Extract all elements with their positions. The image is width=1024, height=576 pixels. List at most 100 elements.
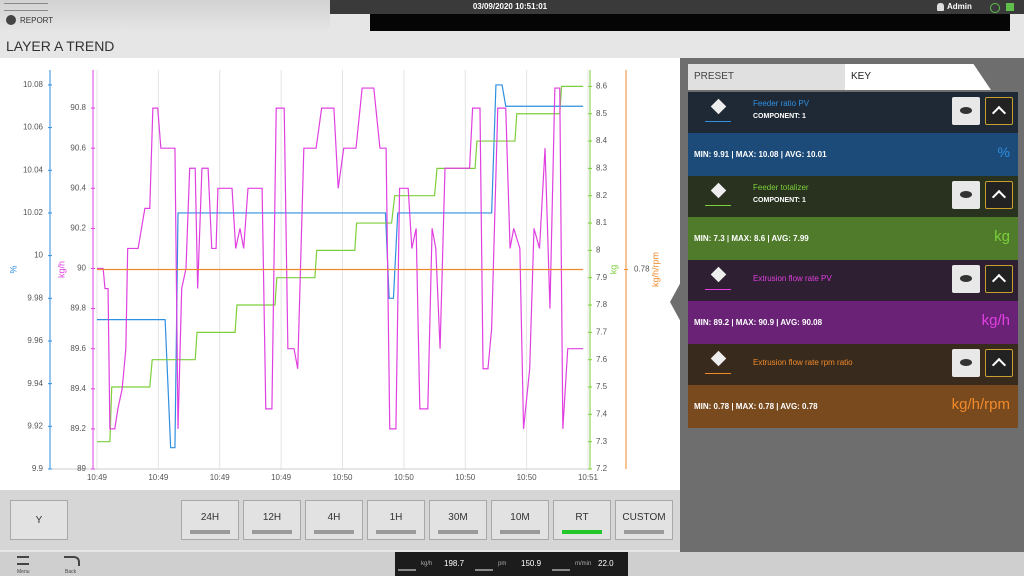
series-name: Extrusion flow rate rpm ratio — [753, 358, 853, 367]
x-tick-label: 10:50 — [332, 473, 353, 482]
y-tick-label: 90.4 — [70, 183, 86, 192]
label: 30M — [448, 512, 468, 523]
user-icon — [937, 3, 944, 11]
series-swatch — [705, 121, 731, 122]
chevron — [991, 105, 1007, 121]
x-tick-label: 10:49 — [271, 473, 292, 482]
series-name: Extrusion flow rate PV — [753, 274, 832, 283]
stats: MIN: 7.3 | MAX: 8.6 | AVG: 7.99 — [694, 234, 809, 243]
collapse-button[interactable] — [985, 181, 1013, 209]
y-tick-label: 89.8 — [70, 304, 86, 313]
unit: kg/h — [981, 312, 1010, 329]
stats: MIN: 89.2 | MAX: 90.9 | AVG: 90.08 — [694, 318, 823, 327]
y-tick-label: 9.98 — [27, 293, 43, 302]
collapse-button[interactable] — [985, 265, 1013, 293]
label: 1H — [389, 512, 403, 523]
label: RT — [575, 512, 589, 523]
tab-preset[interactable]: PRESET — [688, 64, 845, 90]
stats: MIN: 0.78 | MAX: 0.78 | AVG: 0.78 — [694, 402, 818, 411]
status-value: 198.7 — [444, 559, 465, 568]
indicator — [190, 530, 230, 534]
range-button[interactable]: 1H — [367, 500, 425, 540]
y-axis-title: % — [8, 265, 18, 273]
x-tick-label: 10:50 — [455, 473, 476, 482]
panel-handle[interactable] — [670, 280, 682, 324]
key-header: Feeder ratio PV COMPONENT: 1 — [688, 92, 1018, 133]
y-tick-label: 0.78 — [634, 265, 650, 274]
collapse-button[interactable] — [985, 97, 1013, 125]
y-tick-label: 7.5 — [596, 382, 608, 391]
key-stats: MIN: 9.91 | MAX: 10.08 | AVG: 10.01% — [688, 133, 1018, 176]
series-swatch — [705, 205, 731, 206]
indicator — [252, 530, 292, 534]
y-tick-label: 10.02 — [23, 208, 44, 217]
component: COMPONENT: 1 — [753, 113, 806, 120]
status-icon — [475, 557, 493, 571]
status-icon — [552, 557, 570, 571]
range-button[interactable]: 10M — [491, 500, 549, 540]
back-label: Back — [65, 569, 77, 575]
x-tick-label: 10:50 — [394, 473, 415, 482]
eye-icon — [960, 191, 972, 198]
series-name: Feeder ratio PV — [753, 99, 810, 108]
y-tick-label: 9.94 — [27, 379, 43, 388]
y-tick-label: 8.5 — [596, 109, 608, 118]
back-icon[interactable] — [64, 556, 80, 566]
eye-button[interactable] — [952, 349, 980, 377]
range-button[interactable]: RT — [553, 500, 611, 540]
y-tick-label: 9.9 — [32, 464, 44, 473]
range-button[interactable]: 12H — [243, 500, 301, 540]
range-button[interactable]: 30M — [429, 500, 487, 540]
eye-icon — [960, 275, 972, 282]
y-tick-label: 10 — [34, 251, 43, 260]
x-tick-label: 10:49 — [87, 473, 108, 482]
axis-button[interactable]: Y — [10, 500, 68, 540]
eye-button[interactable] — [952, 181, 980, 209]
y-tick-label: 90 — [77, 264, 86, 273]
y-tick-label: 9.96 — [27, 336, 43, 345]
unit: kg — [994, 228, 1010, 245]
label: 24H — [200, 512, 220, 523]
chart-panel — [0, 58, 680, 490]
y-tick-label: 7.4 — [596, 409, 608, 418]
menu-icon[interactable] — [17, 556, 29, 565]
chevron — [991, 357, 1007, 373]
top-left-bar — [0, 0, 330, 30]
tab-key[interactable]: KEY — [845, 64, 991, 90]
top-bar — [330, 0, 1024, 14]
label: 4H — [327, 512, 341, 523]
y-tick-label: 8.6 — [596, 82, 608, 91]
y-tick-label: 89.4 — [70, 384, 86, 393]
key-card: Feeder totalizer COMPONENT: 1 MIN: 7.3 | M… — [688, 176, 1018, 260]
range-button[interactable]: 24H — [181, 500, 239, 540]
y-tick-label: 10.04 — [23, 165, 44, 174]
y-axis-title: kg/h/rpm — [650, 252, 660, 287]
report-icon — [6, 15, 16, 25]
logo — [4, 3, 48, 11]
eye-icon — [960, 107, 972, 114]
collapse-button[interactable] — [985, 349, 1013, 377]
app-name: REPORT — [20, 16, 54, 25]
power-icon[interactable] — [1006, 3, 1014, 11]
eye-button[interactable] — [952, 265, 980, 293]
y-tick-label: 7.6 — [596, 355, 608, 364]
status-value: 150.9 — [521, 559, 542, 568]
status-unit: pm — [498, 561, 507, 567]
y-tick-label: 7.9 — [596, 273, 608, 282]
status-unit: kg/h — [421, 561, 433, 567]
y-tick-label: 8.4 — [596, 136, 608, 145]
menu-label: Menu — [17, 569, 30, 575]
indicator — [376, 530, 416, 534]
indicator — [314, 530, 354, 534]
eye-button[interactable] — [952, 97, 980, 125]
series-line — [97, 87, 584, 430]
y-tick-label: 8.2 — [596, 191, 608, 200]
exit-icon[interactable] — [990, 3, 1000, 13]
y-tick-label: 8 — [596, 245, 601, 254]
y-tick-label: 89.6 — [70, 344, 86, 353]
key-stats: MIN: 7.3 | MAX: 8.6 | AVG: 7.99 kg — [688, 217, 1018, 260]
range-button[interactable]: 4H — [305, 500, 363, 540]
series-swatch — [705, 373, 731, 374]
y-tick-label: 8.1 — [596, 218, 608, 227]
range-button[interactable]: CUSTOM — [615, 500, 673, 540]
